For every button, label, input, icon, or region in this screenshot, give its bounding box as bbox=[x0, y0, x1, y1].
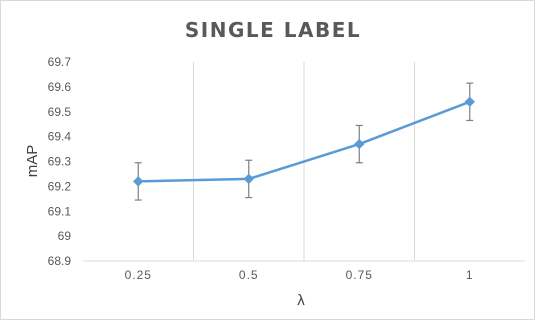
y-tick-label: 69.7 bbox=[48, 55, 72, 69]
y-axis-label: mAP bbox=[24, 145, 41, 178]
y-tick-label: 68.9 bbox=[48, 254, 72, 268]
y-tick-label: 69.3 bbox=[48, 155, 72, 169]
x-tick-label: 0.5 bbox=[239, 268, 259, 282]
y-tick-label: 69.5 bbox=[48, 105, 72, 119]
series-line bbox=[137, 100, 471, 183]
data-point-marker bbox=[464, 96, 475, 108]
y-tick-label: 69.1 bbox=[48, 204, 72, 218]
data-point-marker bbox=[133, 176, 144, 187]
x-tick-label: 0.75 bbox=[346, 268, 373, 282]
y-tick-label: 69.2 bbox=[48, 179, 72, 193]
data-point-marker bbox=[243, 173, 254, 185]
chart-title: SINGLE LABEL bbox=[185, 18, 361, 42]
x-axis-label: λ bbox=[297, 292, 305, 309]
data-point-marker bbox=[354, 138, 365, 150]
x-tick-label: 0.25 bbox=[125, 268, 152, 282]
x-tick-label: 1 bbox=[466, 268, 474, 282]
y-tick-label: 69 bbox=[58, 229, 72, 243]
y-tick-label: 69.4 bbox=[48, 130, 72, 144]
y-tick-label: 69.6 bbox=[48, 80, 72, 94]
